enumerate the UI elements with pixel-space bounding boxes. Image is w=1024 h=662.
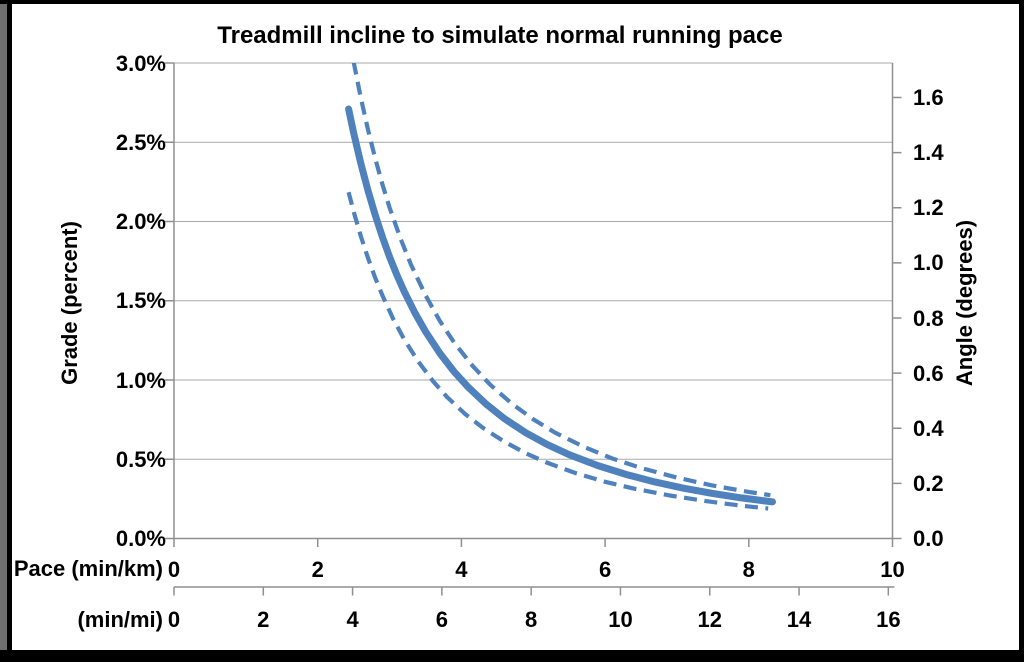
km-axis-tick-label: 4 [455,556,468,582]
series-upper-band-line [351,63,771,498]
right-axis-tick-label: 1.0 [913,250,944,276]
mi-axis-tick-label: 8 [525,607,538,632]
km-axis-tick-label: 6 [598,556,612,582]
frame-border-right [1019,0,1024,662]
mi-axis-tick-label: 10 [608,607,633,632]
km-axis-tick-label: 2 [311,556,324,582]
angle-axis-title: Angle (degrees) [952,219,977,387]
frame-border-left [7,0,12,662]
mi-axis-tick-label: 0 [167,607,181,632]
left-axis-tick-label: 1.5% [115,288,166,314]
km-axis-tick-label: 0 [167,556,181,582]
mi-axis-tick-label: 16 [876,607,901,632]
right-axis-tick-label: 0.4 [913,415,944,441]
mi-axis-tick-label: 2 [257,607,270,632]
mi-axis-tick-label: 14 [786,607,812,632]
right-axis-tick-label: 0.0 [913,526,944,551]
right-axis-tick-label: 0.6 [913,360,944,386]
left-axis-tick-label: 3.0% [115,50,166,76]
left-axis-tick-label: 0.0% [115,526,166,551]
grade-axis-title: Grade (percent) [57,221,82,385]
series-lower-band-line [346,191,769,511]
right-axis-tick-label: 1.2 [913,195,944,221]
right-axis-tick-label: 0.8 [913,305,944,331]
mi-axis-tick-label: 12 [697,607,722,632]
left-axis-tick-label: 2.5% [115,129,166,155]
right-axis-tick-label: 1.4 [913,140,944,166]
pace-mi-axis-title: (min/mi) [77,607,163,632]
left-axis-tick-label: 2.0% [115,209,166,234]
km-axis-tick-label: 10 [880,556,905,582]
pace-km-axis-title: Pace (min/km) [13,556,163,581]
mi-axis-tick-label: 4 [346,607,359,632]
series-treadmill-grade-line [345,105,776,506]
frame-border-bottom [0,650,1024,662]
mi-axis-tick-label: 6 [435,607,448,632]
km-axis-tick-label: 8 [742,556,755,582]
right-axis-tick-label: 0.2 [913,470,944,496]
frame-edge-gray-left [0,0,7,662]
right-axis-tick-label: 1.6 [913,85,944,110]
chart-title: Treadmill incline to simulate normal run… [217,22,783,49]
left-axis-tick-label: 0.5% [115,446,166,472]
frame-border-top [0,0,1024,4]
left-axis-tick-label: 1.0% [115,367,166,393]
